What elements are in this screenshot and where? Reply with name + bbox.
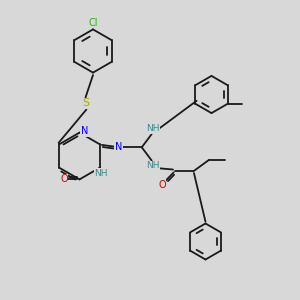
Text: NH: NH bbox=[94, 169, 108, 178]
Text: O: O bbox=[60, 174, 68, 184]
Text: Cl: Cl bbox=[88, 18, 98, 28]
Text: N: N bbox=[115, 142, 122, 152]
Text: O: O bbox=[158, 180, 166, 190]
Text: S: S bbox=[82, 98, 89, 109]
Text: N: N bbox=[81, 126, 88, 136]
Text: NH: NH bbox=[146, 161, 160, 170]
Text: NH: NH bbox=[146, 124, 160, 133]
